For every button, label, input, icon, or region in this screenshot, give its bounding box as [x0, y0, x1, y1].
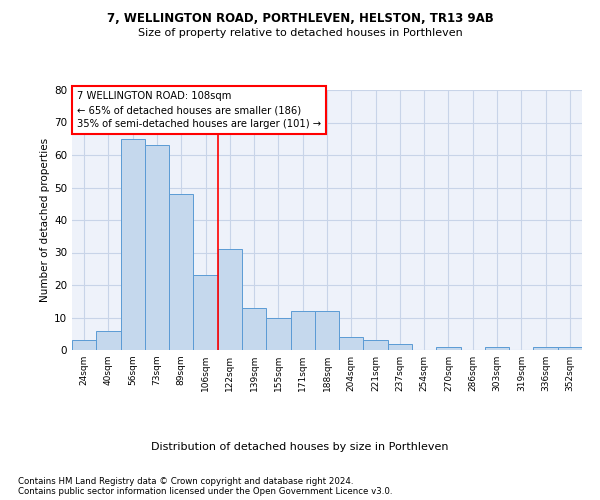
Text: Contains HM Land Registry data © Crown copyright and database right 2024.: Contains HM Land Registry data © Crown c… [18, 478, 353, 486]
Bar [218, 250, 242, 350]
Bar [315, 311, 339, 350]
Y-axis label: Number of detached properties: Number of detached properties [40, 138, 50, 302]
Bar [388, 344, 412, 350]
Bar [72, 340, 96, 350]
Text: Distribution of detached houses by size in Porthleven: Distribution of detached houses by size … [151, 442, 449, 452]
Bar [364, 340, 388, 350]
Bar [266, 318, 290, 350]
Bar [193, 275, 218, 350]
Bar [436, 347, 461, 350]
Bar [533, 347, 558, 350]
Bar [242, 308, 266, 350]
Bar [339, 337, 364, 350]
Bar [121, 138, 145, 350]
Text: Contains public sector information licensed under the Open Government Licence v3: Contains public sector information licen… [18, 488, 392, 496]
Text: Size of property relative to detached houses in Porthleven: Size of property relative to detached ho… [137, 28, 463, 38]
Text: 7, WELLINGTON ROAD, PORTHLEVEN, HELSTON, TR13 9AB: 7, WELLINGTON ROAD, PORTHLEVEN, HELSTON,… [107, 12, 493, 26]
Bar [290, 311, 315, 350]
Bar [145, 145, 169, 350]
Bar [169, 194, 193, 350]
Bar [485, 347, 509, 350]
Bar [96, 330, 121, 350]
Text: 7 WELLINGTON ROAD: 108sqm
← 65% of detached houses are smaller (186)
35% of semi: 7 WELLINGTON ROAD: 108sqm ← 65% of detac… [77, 92, 321, 130]
Bar [558, 347, 582, 350]
